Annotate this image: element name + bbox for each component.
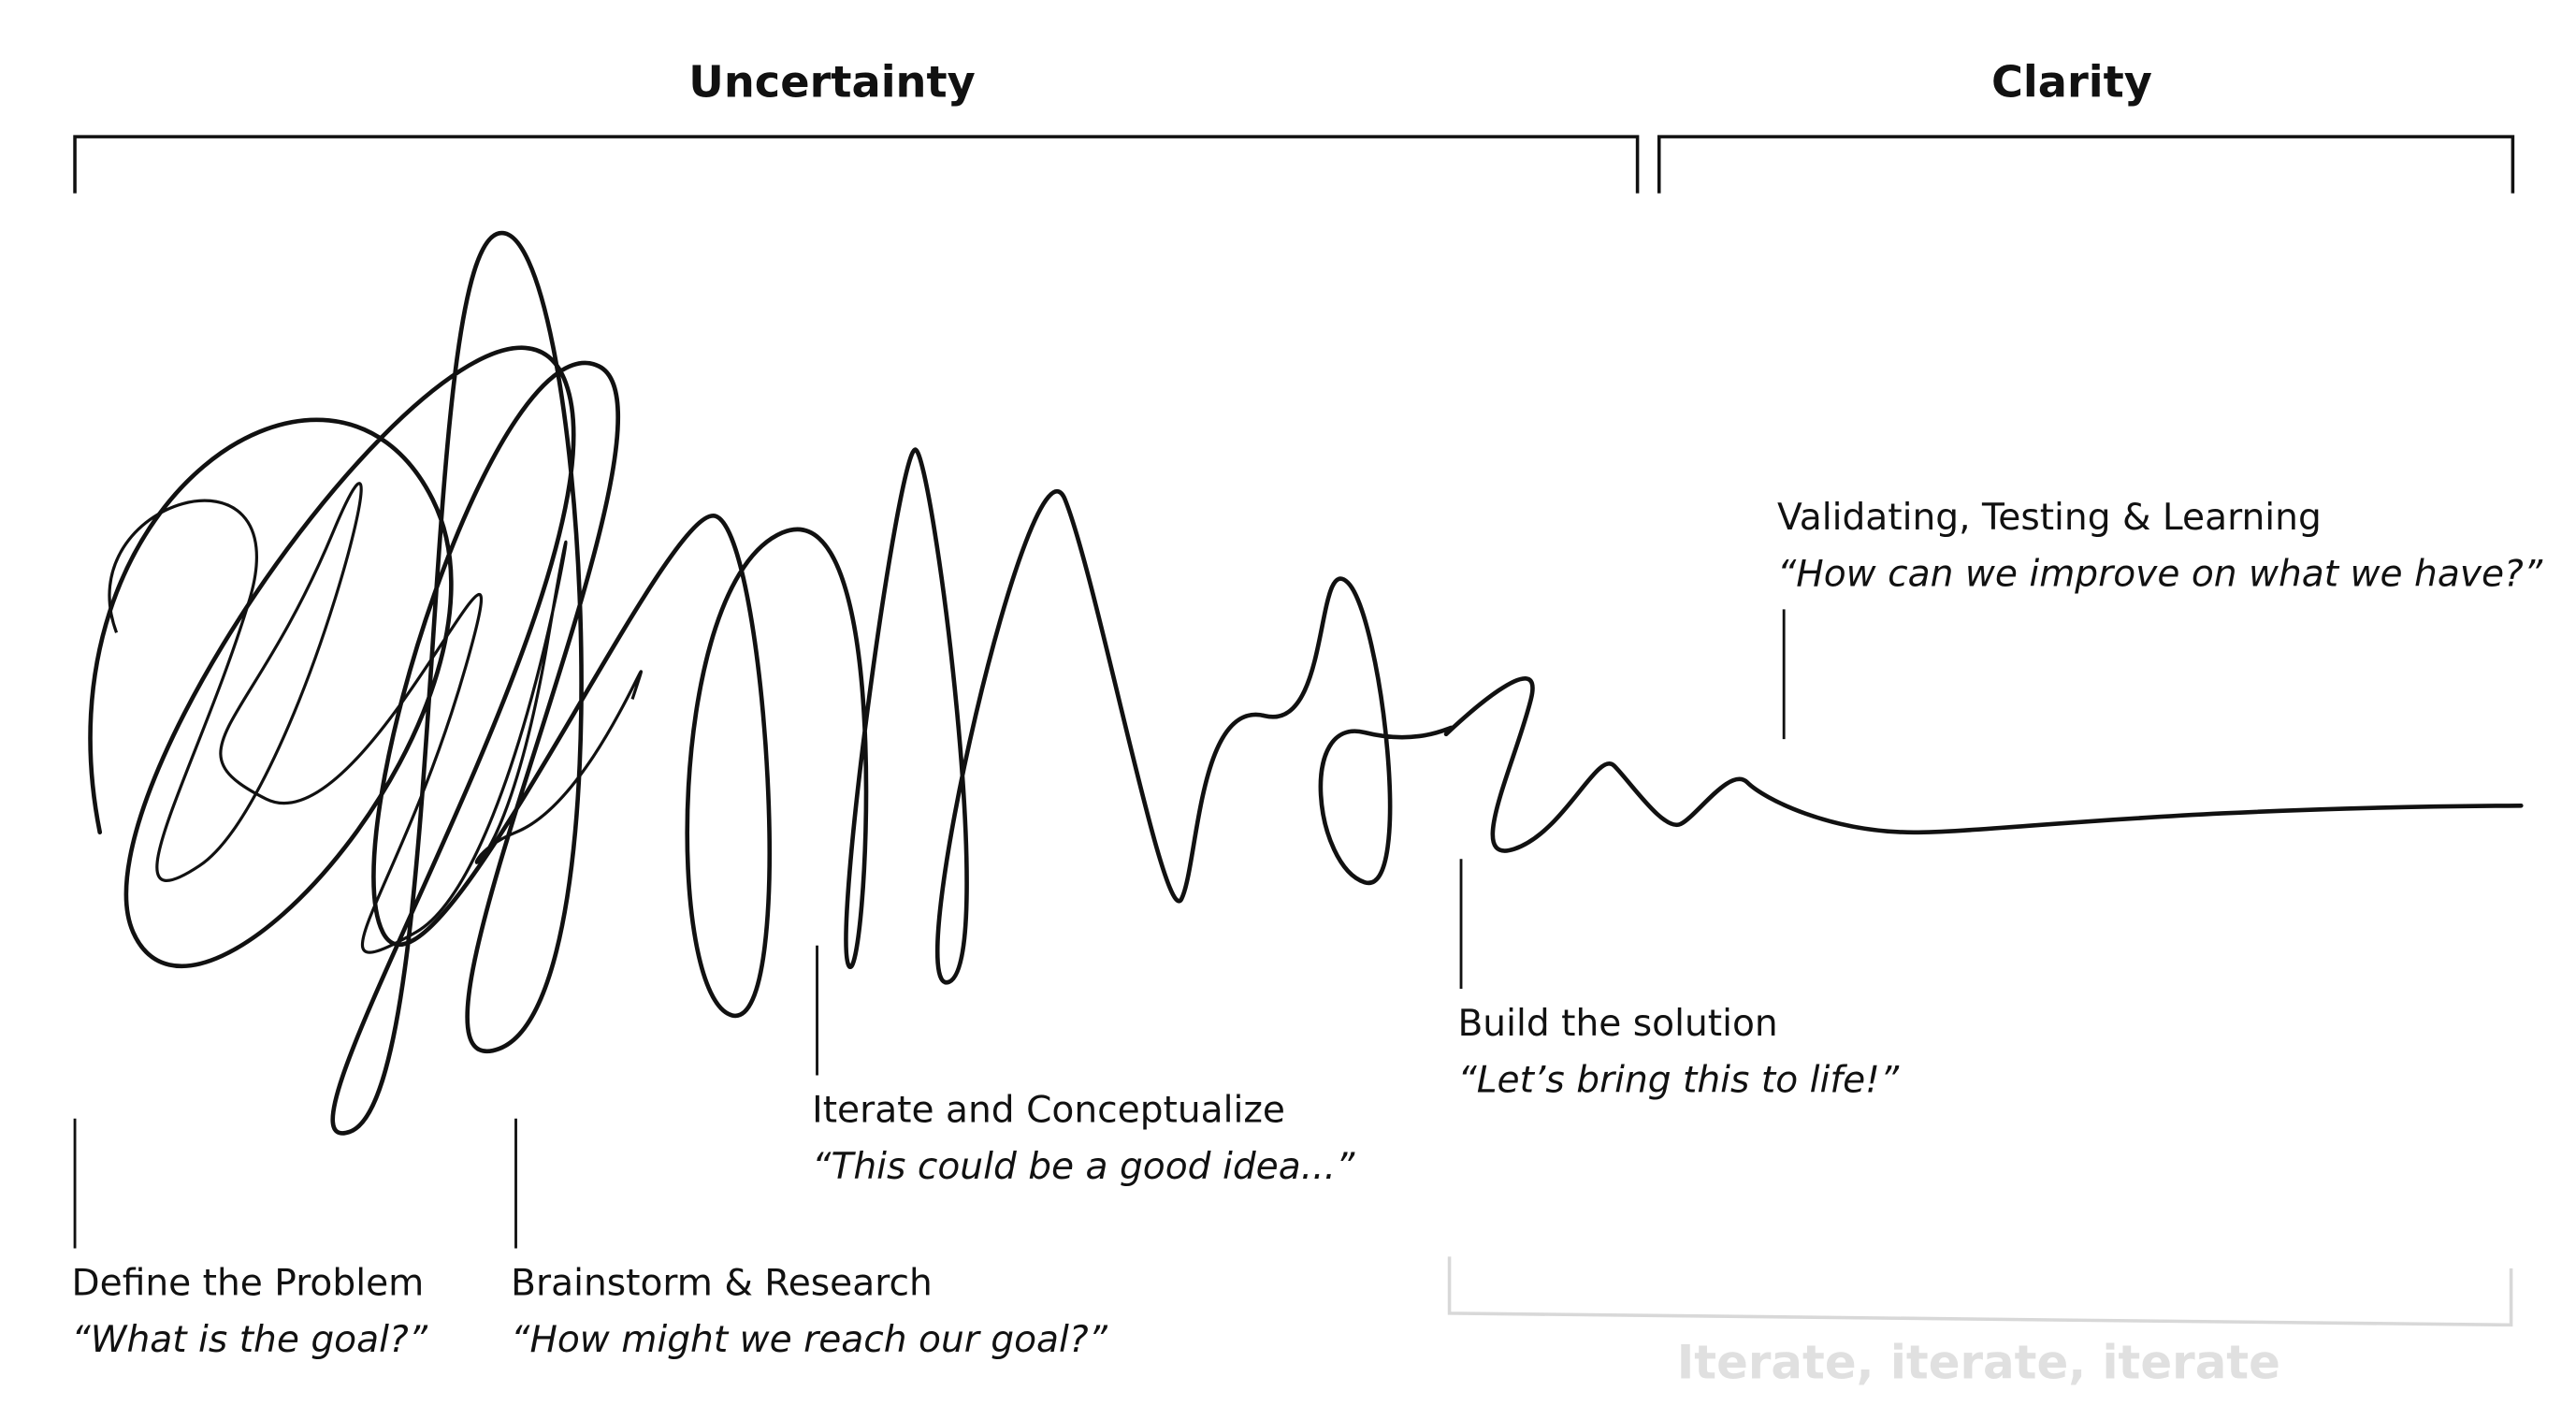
- stage-label: Iterate and Conceptualize: [812, 1089, 1285, 1131]
- stage-label: Validating, Testing & Learning: [1777, 497, 2322, 539]
- iterate-bracket: [1447, 1256, 2513, 1327]
- stage-quote: “Let’s bring this to life!”: [1457, 1059, 1899, 1101]
- stage-quote: “How might we reach our goal?”: [511, 1319, 1107, 1361]
- stage-quote: “This could be a good idea...”: [812, 1146, 1355, 1188]
- stage-quote: “What is the goal?”: [71, 1319, 427, 1361]
- footer-text: Iterate, iterate, iterate: [1677, 1335, 2280, 1389]
- squiggle-loop: [108, 482, 643, 954]
- clarity-bracket: [1657, 135, 2515, 194]
- stage-label: Build the solution: [1457, 1003, 1777, 1045]
- uncertainty-bracket: [73, 135, 1640, 194]
- stage-label: Define the Problem: [71, 1262, 424, 1304]
- clarity-heading: Clarity: [1991, 56, 2152, 107]
- stage-label: Brainstorm & Research: [511, 1262, 933, 1304]
- squiggle: [88, 230, 2524, 1136]
- uncertainty-heading: Uncertainty: [688, 56, 975, 107]
- stage-quote: “How can we improve on what we have?”: [1777, 553, 2543, 595]
